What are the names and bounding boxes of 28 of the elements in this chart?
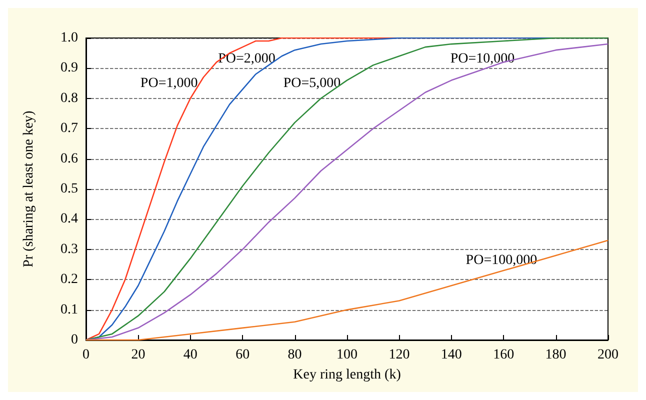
series-label: PO=5,000 [283, 76, 341, 91]
series-label: PO=1,000 [140, 76, 198, 91]
x-tick-label: 20 [131, 348, 146, 362]
x-tick-label: 200 [598, 348, 618, 362]
series-label: PO=100,000 [466, 252, 538, 268]
x-axis-title: Key ring length (k) [293, 368, 402, 382]
x-tick-label: 160 [493, 348, 514, 362]
x-tick-label: 120 [388, 348, 410, 362]
x-tick-label: 60 [236, 348, 250, 362]
y-tick-label: 0.4 [60, 212, 78, 227]
series-label: PO=10,000 [450, 52, 515, 67]
y-tick-label: 0.8 [60, 90, 78, 106]
y-tick-label: 0.3 [60, 242, 78, 257]
x-tick-label: 180 [545, 348, 566, 362]
x-tick-label: 140 [440, 348, 462, 362]
y-tick-label: 0.1 [60, 302, 78, 318]
y-tick-label: 0.2 [60, 272, 78, 288]
y-tick-label: 0.7 [60, 121, 78, 136]
y-tick-label: 0.6 [60, 151, 78, 166]
x-tick-label: 0 [82, 348, 90, 362]
y-tick-label: 0.9 [60, 60, 78, 76]
x-tick-label: 100 [336, 348, 358, 362]
y-tick-label: 0.5 [60, 182, 78, 196]
x-tick-label: 40 [183, 348, 198, 362]
y-tick-label: 1.0 [60, 30, 78, 46]
x-tick-label: 80 [288, 348, 302, 362]
y-tick-label: 0 [71, 332, 78, 348]
y-axis-title: Pr (sharing at least one key) [22, 110, 36, 268]
